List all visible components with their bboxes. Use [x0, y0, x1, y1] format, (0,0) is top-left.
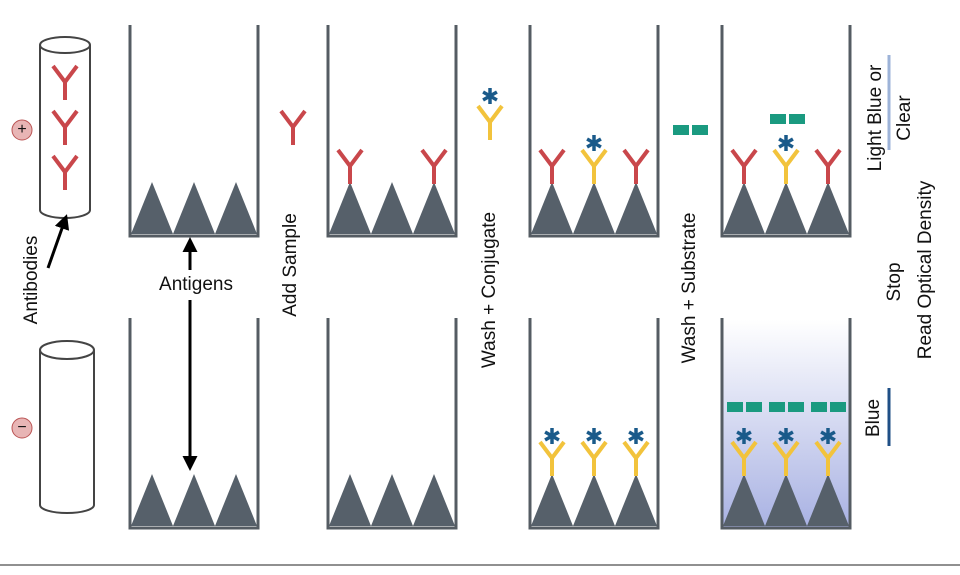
asterisk: [628, 430, 644, 442]
antibody: [420, 148, 448, 184]
antigen: [807, 474, 849, 526]
asterisk: [778, 137, 794, 149]
antigen: [329, 474, 371, 526]
asterisk: [482, 90, 498, 102]
well: [720, 318, 852, 530]
antibody: [279, 109, 307, 145]
substrate: [769, 402, 785, 412]
antigen: [371, 182, 413, 234]
antigen: [173, 182, 215, 234]
antibody: [580, 440, 608, 476]
antibody: [772, 148, 800, 184]
antigen: [531, 182, 573, 234]
antibody: [730, 440, 758, 476]
light-blue-label: Light Blue or: [865, 64, 886, 171]
substrate: [673, 125, 689, 135]
antibody: [814, 440, 842, 476]
antigen: [723, 474, 765, 526]
antigen: [131, 182, 173, 234]
antigen: [573, 474, 615, 526]
asterisk: [586, 430, 602, 442]
antigen: [215, 474, 257, 526]
stop-label: Stop: [884, 262, 905, 301]
asterisk: [544, 430, 560, 442]
add-sample-label: Add Sample: [280, 213, 301, 317]
well: [528, 25, 660, 238]
antibody: [51, 154, 79, 190]
antibody: [51, 64, 79, 100]
well: [326, 318, 458, 530]
antigen: [573, 182, 615, 234]
antigen: [531, 474, 573, 526]
antigen: [215, 182, 257, 234]
clear-label: Clear: [894, 95, 915, 141]
antigen: [615, 474, 657, 526]
antigen: [765, 182, 807, 234]
antibodies-label: Antibodies: [21, 236, 42, 325]
antigen: [807, 182, 849, 234]
minus-sign: −: [17, 419, 26, 436]
antibody: [814, 148, 842, 184]
minus-circle: [11, 417, 33, 439]
well: [326, 25, 458, 238]
antibody: [538, 148, 566, 184]
antibody: [622, 148, 650, 184]
substrate: [830, 402, 846, 412]
plus-circle: [11, 119, 33, 141]
tube-top: [39, 36, 91, 54]
antigen: [723, 182, 765, 234]
well: [128, 25, 260, 238]
signs: + −: [11, 119, 33, 439]
substrate: [770, 114, 786, 124]
substrate: [746, 402, 762, 412]
well: [528, 318, 660, 530]
antigen: [615, 182, 657, 234]
antigens-label: Antigens: [159, 274, 233, 295]
substrate: [811, 402, 827, 412]
well: [128, 318, 260, 530]
tube-top: [39, 340, 95, 360]
antigen: [413, 474, 455, 526]
antibody: [730, 148, 758, 184]
antigen: [371, 474, 413, 526]
arrow: [46, 214, 70, 269]
asterisk: [778, 430, 794, 442]
tube: [39, 350, 95, 514]
antibody: [538, 440, 566, 476]
substrate: [692, 125, 708, 135]
plus-sign: +: [17, 121, 26, 138]
antibody: [580, 148, 608, 184]
asterisk: [586, 137, 602, 149]
antibody: [336, 148, 364, 184]
antibody: [622, 440, 650, 476]
antibody: [772, 440, 800, 476]
asterisk: [736, 430, 752, 442]
antigen: [329, 182, 371, 234]
substrate: [788, 402, 804, 412]
antigen: [131, 474, 173, 526]
asterisk: [820, 430, 836, 442]
substrate: [789, 114, 805, 124]
wash-substrate-label: Wash + Substrate: [679, 213, 700, 364]
well: [720, 25, 852, 238]
antigen: [413, 182, 455, 234]
substrate: [727, 402, 743, 412]
antigen: [173, 474, 215, 526]
blue-label: Blue: [863, 399, 884, 437]
wash-conjugate-label: Wash + Conjugate: [479, 212, 500, 368]
read-od-label: Read Optical Density: [915, 180, 936, 359]
antibody: [476, 104, 504, 140]
antigen: [765, 474, 807, 526]
antibody: [51, 109, 79, 145]
